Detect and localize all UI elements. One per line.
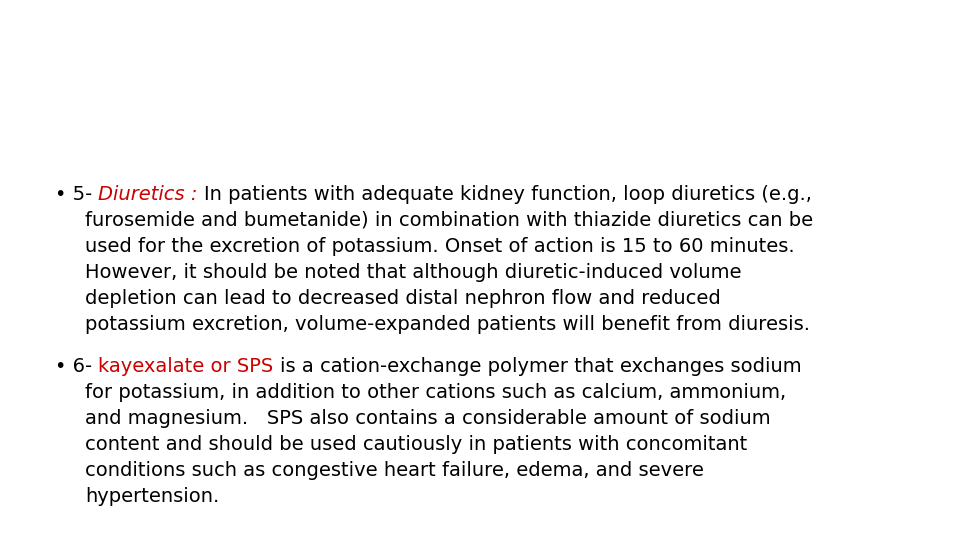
Text: depletion can lead to decreased distal nephron flow and reduced: depletion can lead to decreased distal n… bbox=[85, 289, 721, 308]
Text: content and should be used cautiously in patients with concomitant: content and should be used cautiously in… bbox=[85, 435, 747, 454]
Text: used for the excretion of potassium. Onset of action is 15 to 60 minutes.: used for the excretion of potassium. Ons… bbox=[85, 237, 795, 256]
Text: • 5-: • 5- bbox=[55, 185, 99, 204]
Text: potassium excretion, volume-expanded patients will benefit from diuresis.: potassium excretion, volume-expanded pat… bbox=[85, 315, 810, 334]
Text: kayexalate or SPS: kayexalate or SPS bbox=[98, 356, 280, 376]
Text: is a cation-exchange polymer that exchanges sodium: is a cation-exchange polymer that exchan… bbox=[280, 356, 802, 376]
Text: furosemide and bumetanide) in combination with thiazide diuretics can be: furosemide and bumetanide) in combinatio… bbox=[85, 211, 813, 230]
Text: conditions such as congestive heart failure, edema, and severe: conditions such as congestive heart fail… bbox=[85, 461, 704, 480]
Text: hypertension.: hypertension. bbox=[85, 487, 219, 505]
Text: Diuretics :: Diuretics : bbox=[99, 185, 204, 204]
Text: However, it should be noted that although diuretic-induced volume: However, it should be noted that althoug… bbox=[85, 263, 741, 282]
Text: • 6-: • 6- bbox=[55, 356, 98, 376]
Text: In patients with adequate kidney function, loop diuretics (e.g.,: In patients with adequate kidney functio… bbox=[204, 185, 812, 204]
Text: and magnesium.   SPS also contains a considerable amount of sodium: and magnesium. SPS also contains a consi… bbox=[85, 409, 771, 428]
Text: for potassium, in addition to other cations such as calcium, ammonium,: for potassium, in addition to other cati… bbox=[85, 383, 786, 402]
